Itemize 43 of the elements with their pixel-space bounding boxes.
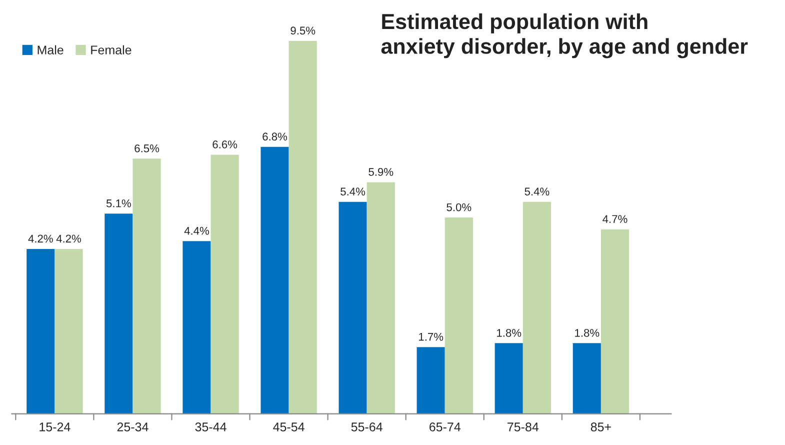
legend-label: Female (91, 45, 132, 54)
data-label: 1.8% (497, 328, 522, 337)
data-label: 5.1% (106, 199, 131, 208)
x-tick-label: 25-34 (117, 422, 148, 432)
bar (416, 347, 445, 414)
data-label: 9.5% (290, 26, 316, 35)
bar (260, 146, 289, 414)
data-label: 6.5% (134, 144, 160, 152)
data-label: 4.4% (184, 226, 209, 235)
data-label: 1.7% (419, 332, 444, 341)
data-label: 4.2% (28, 234, 53, 243)
x-tick-label: 65-74 (430, 422, 460, 432)
bar (210, 154, 239, 414)
data-label: 4.2% (56, 234, 82, 243)
data-label: 4.7% (602, 215, 628, 223)
bar (182, 241, 211, 414)
x-tick-label: 75-84 (508, 422, 539, 432)
bar (494, 343, 523, 414)
bar (54, 248, 83, 414)
legend-label: Male (38, 45, 64, 54)
bar (26, 248, 55, 414)
x-tick-label: 85+ (590, 422, 611, 432)
data-label: 5.4% (524, 188, 550, 196)
x-tick-label: 55-64 (351, 422, 382, 432)
data-label: 6.6% (212, 140, 238, 148)
bar (600, 229, 630, 414)
bar (132, 158, 161, 414)
data-label: 1.8% (575, 328, 600, 337)
x-tick-label: 35-44 (195, 422, 226, 432)
data-label: 5.0% (446, 203, 472, 212)
bar (444, 218, 473, 414)
bar (572, 343, 601, 414)
bar (338, 202, 367, 414)
data-label: 5.9% (368, 168, 394, 176)
x-tick-label: 15-24 (40, 422, 70, 432)
x-tick-label: 45-54 (273, 422, 304, 432)
bar (104, 214, 133, 414)
bar (522, 202, 551, 414)
bar (288, 40, 317, 414)
data-label: 5.4% (340, 188, 366, 196)
bar (366, 182, 395, 414)
data-label: 6.8% (262, 132, 288, 141)
chart-title: Estimated population with anxiety disorder, by age and gender (381, 13, 748, 58)
